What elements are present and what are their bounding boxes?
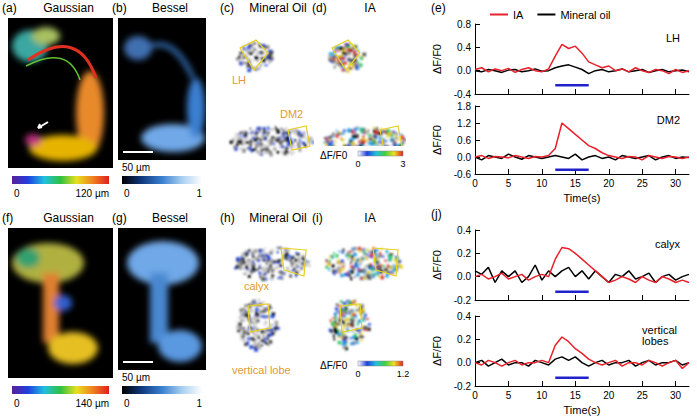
svg-text:vertical: vertical	[642, 323, 680, 336]
svg-text:Gaussian: Gaussian	[43, 1, 94, 15]
svg-text:50 µm: 50 µm	[122, 162, 150, 173]
svg-text:120 µm: 120 µm	[75, 188, 109, 199]
svg-text:(g): (g)	[112, 211, 127, 225]
svg-text:(d): (d)	[312, 1, 327, 15]
svg-text:0.0: 0.0	[457, 152, 471, 163]
svg-text:-0.4: -0.4	[454, 89, 472, 100]
svg-text:ΔF/F0: ΔF/F0	[320, 360, 348, 371]
svg-text:0: 0	[472, 178, 478, 189]
svg-text:20: 20	[603, 390, 615, 401]
svg-text:0: 0	[124, 188, 130, 199]
svg-text:0: 0	[124, 398, 130, 409]
svg-text:5: 5	[506, 390, 512, 401]
svg-text:0.8: 0.8	[457, 19, 471, 30]
svg-text:ΔF/F0: ΔF/F0	[431, 250, 443, 280]
svg-text:LH: LH	[232, 74, 246, 86]
svg-text:(e): (e)	[431, 1, 446, 15]
svg-text:Bessel: Bessel	[152, 211, 188, 225]
svg-text:IA: IA	[513, 9, 524, 21]
svg-text:10: 10	[536, 390, 548, 401]
svg-text:(a): (a)	[2, 1, 17, 15]
svg-text:Time(s): Time(s)	[564, 192, 601, 204]
svg-text:0: 0	[355, 369, 360, 379]
svg-text:0.6: 0.6	[457, 135, 471, 146]
svg-text:0.0: 0.0	[457, 271, 471, 282]
svg-text:3: 3	[400, 159, 405, 169]
svg-text:20: 20	[603, 178, 615, 189]
svg-text:0: 0	[355, 159, 360, 169]
svg-text:ΔF/F0: ΔF/F0	[431, 44, 443, 74]
svg-text:(h): (h)	[220, 211, 235, 225]
svg-text:0.0: 0.0	[457, 357, 471, 368]
svg-text:0.0: 0.0	[457, 65, 471, 76]
svg-text:0.2: 0.2	[457, 248, 471, 259]
svg-text:15: 15	[570, 390, 582, 401]
svg-text:10: 10	[536, 178, 548, 189]
svg-text:1.8: 1.8	[457, 101, 471, 112]
svg-text:5: 5	[506, 178, 512, 189]
svg-text:0.4: 0.4	[457, 311, 471, 322]
svg-text:ΔF/F0: ΔF/F0	[431, 125, 443, 155]
svg-text:0.4: 0.4	[457, 225, 471, 236]
svg-text:0.2: 0.2	[457, 334, 471, 345]
svg-text:DM2: DM2	[657, 114, 680, 126]
svg-text:lobes: lobes	[642, 335, 669, 347]
svg-text:0.4: 0.4	[457, 42, 471, 53]
svg-text:30: 30	[670, 390, 682, 401]
svg-text:(c): (c)	[220, 1, 234, 15]
svg-text:LH: LH	[666, 32, 680, 44]
svg-text:(f): (f)	[2, 211, 13, 225]
svg-text:0: 0	[14, 188, 20, 199]
svg-text:140 µm: 140 µm	[75, 398, 109, 409]
svg-text:30: 30	[670, 178, 682, 189]
svg-text:calyx: calyx	[244, 280, 270, 292]
svg-text:-0.2: -0.2	[454, 295, 472, 306]
svg-text:Mineral Oil: Mineral Oil	[249, 1, 306, 15]
svg-text:(b): (b)	[112, 1, 127, 15]
svg-text:ΔF/F0: ΔF/F0	[320, 150, 348, 161]
svg-text:Mineral oil: Mineral oil	[560, 9, 610, 21]
svg-text:1.2: 1.2	[457, 118, 471, 129]
svg-text:25: 25	[637, 390, 649, 401]
svg-text:ΔF/F0: ΔF/F0	[431, 336, 443, 366]
svg-text:15: 15	[570, 178, 582, 189]
svg-text:Gaussian: Gaussian	[43, 211, 94, 225]
svg-text:IA: IA	[364, 1, 375, 15]
svg-text:0: 0	[472, 390, 478, 401]
svg-text:DM2: DM2	[280, 108, 303, 120]
svg-text:0: 0	[14, 398, 20, 409]
svg-text:calyx: calyx	[655, 238, 681, 250]
svg-text:1: 1	[196, 188, 202, 199]
svg-text:1: 1	[196, 398, 202, 409]
svg-text:Bessel: Bessel	[152, 1, 188, 15]
svg-text:-0.6: -0.6	[454, 169, 472, 180]
svg-text:vertical lobe: vertical lobe	[232, 364, 291, 376]
svg-text:IA: IA	[364, 211, 375, 225]
svg-text:Time(s): Time(s)	[564, 404, 601, 416]
svg-text:-0.2: -0.2	[454, 381, 472, 392]
svg-text:Mineral Oil: Mineral Oil	[249, 211, 306, 225]
svg-text:50 µm: 50 µm	[122, 372, 150, 383]
svg-text:1.2: 1.2	[397, 369, 410, 379]
svg-text:(i): (i)	[312, 211, 323, 225]
svg-text:(j): (j)	[431, 207, 442, 221]
svg-text:25: 25	[637, 178, 649, 189]
